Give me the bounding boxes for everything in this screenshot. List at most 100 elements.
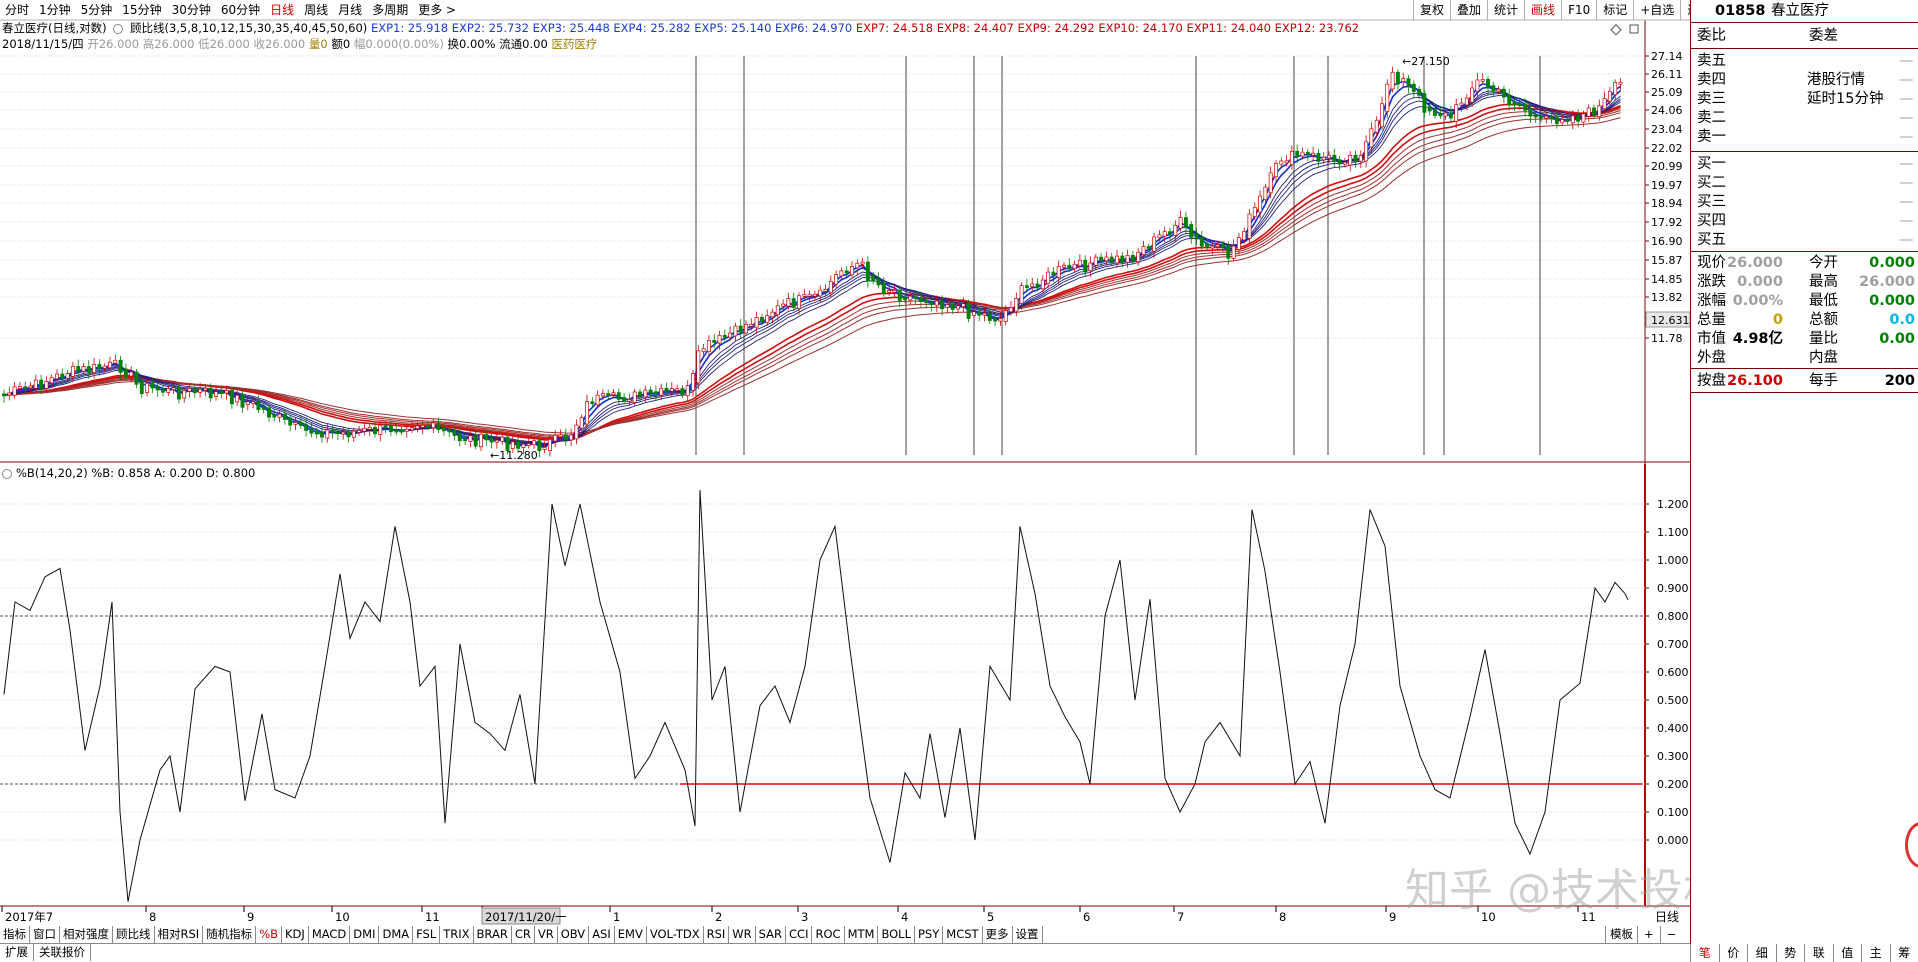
bar-amount: 额0 xyxy=(331,37,351,51)
indicator-tab-17[interactable]: ASI xyxy=(589,926,615,943)
tool-button-0[interactable]: 复权 xyxy=(1413,0,1450,20)
indicator-tab-3[interactable]: 顾比线 xyxy=(113,926,155,943)
indicator-tab-5[interactable]: 随机指标 xyxy=(203,926,257,943)
indicator-tab-11[interactable]: FSL xyxy=(413,926,441,943)
indicator-tab-8[interactable]: MACD xyxy=(309,926,351,943)
quote-tab-5[interactable]: 值 xyxy=(1832,944,1862,962)
indicator-tab-25[interactable]: MTM xyxy=(845,926,879,943)
period-tab-6[interactable]: 日线 xyxy=(270,3,295,17)
tool-button-5[interactable]: 标记 xyxy=(1596,0,1633,20)
ext-tab-0[interactable]: 扩展 xyxy=(0,944,34,961)
bar-amplitude: 幅0.000(0.00%) xyxy=(353,37,444,51)
indicator-tab-28[interactable]: MCST xyxy=(943,926,983,943)
period-tab-9[interactable]: 多周期 xyxy=(372,3,409,17)
stat-value-xj: 26.000 xyxy=(1727,255,1783,271)
indicator-tab-20[interactable]: RSI xyxy=(704,926,730,943)
buy-level-5: 买五 xyxy=(1697,232,1726,248)
quote-tab-0[interactable]: 笔 xyxy=(1690,944,1719,962)
sell-level-value: — xyxy=(1899,91,1914,107)
price-tick: 15.87 xyxy=(1651,254,1683,267)
price-tick: 11.78 xyxy=(1651,332,1683,345)
indicator-settings-icon[interactable] xyxy=(2,468,12,479)
tool-button-1[interactable]: 叠加 xyxy=(1450,0,1487,20)
period-tab-2[interactable]: 5分钟 xyxy=(80,3,113,17)
period-tab-8[interactable]: 月线 xyxy=(338,3,363,17)
stat-value-ms: 200 xyxy=(1884,373,1915,389)
indicator-tab-14[interactable]: CR xyxy=(512,926,535,943)
indicator-tab-23[interactable]: CCI xyxy=(786,926,813,943)
indicator-tab-1[interactable]: 窗口 xyxy=(30,926,60,943)
indicator-tab-4[interactable]: 相对RSI xyxy=(155,926,204,943)
price-tick: 25.09 xyxy=(1651,86,1683,99)
bar-info-line: 2018/11/15/四 开26.000 高26.000 低26.000 收26… xyxy=(2,36,597,52)
period-tab-1[interactable]: 1分钟 xyxy=(39,3,71,17)
sell-level-value: — xyxy=(1899,110,1914,126)
stat-label-sz_label: 市值 xyxy=(1697,331,1726,347)
stat-value-sz: 4.98亿 xyxy=(1732,331,1783,347)
buy-level-value: — xyxy=(1899,232,1914,248)
add-button[interactable]: + xyxy=(1637,926,1660,943)
indicator-tab-29[interactable]: 更多 xyxy=(983,926,1013,943)
stat-label-zl_label: 总量 xyxy=(1697,312,1726,328)
indicator-tab-13[interactable]: BRAR xyxy=(474,926,512,943)
sell-level-4: 卖四 xyxy=(1697,72,1726,88)
indicator-tab-12[interactable]: TRIX xyxy=(440,926,474,943)
osc-tick: 0.500 xyxy=(1657,694,1689,707)
price-tick: 19.97 xyxy=(1651,179,1683,192)
buy-level-1: 买一 xyxy=(1697,156,1726,172)
indicator-tab-22[interactable]: SAR xyxy=(756,926,787,943)
quote-tab-7[interactable]: 筹 xyxy=(1889,944,1918,962)
sell-level-5: 卖五 xyxy=(1697,53,1726,69)
quote-tab-2[interactable]: 细 xyxy=(1747,944,1776,962)
time-tick: 4 xyxy=(901,910,908,924)
osc-tick: 0.800 xyxy=(1657,610,1689,623)
indicator-tab-9[interactable]: DMI xyxy=(350,926,380,943)
indicator-tab-26[interactable]: BOLL xyxy=(878,926,915,943)
quote-tab-3[interactable]: 势 xyxy=(1775,944,1805,962)
osc-tick: 0.200 xyxy=(1657,778,1689,791)
period-tabs: 分时 1分钟 5分钟 15分钟 30分钟 60分钟 日线 周线 月线 多周期 更多 > xyxy=(0,0,1690,20)
indicator-tab-30[interactable]: 设置 xyxy=(1013,926,1043,943)
period-tab-0[interactable]: 分时 xyxy=(5,3,30,17)
stat-value-ap: 26.100 xyxy=(1727,373,1783,389)
indicator-tab-7[interactable]: KDJ xyxy=(282,926,309,943)
stat-value-jk: 0.000 xyxy=(1869,255,1915,271)
osc-tick: 1.200 xyxy=(1657,498,1689,511)
indicator-tab-2[interactable]: 相对强度 xyxy=(60,926,113,943)
stat-value-zd: 0.000 xyxy=(1737,274,1783,290)
buy-level-value: — xyxy=(1899,175,1914,191)
settings-circle-icon[interactable] xyxy=(113,23,124,34)
ext-tab-1[interactable]: 关联报价 xyxy=(34,944,91,961)
sell-level-3: 卖三 xyxy=(1697,91,1726,107)
period-tab-7[interactable]: 周线 xyxy=(304,3,329,17)
period-tab-3[interactable]: 15分钟 xyxy=(122,3,162,17)
quote-tab-1[interactable]: 价 xyxy=(1718,944,1748,962)
quote-tab-6[interactable]: 主 xyxy=(1861,944,1890,962)
period-tab-5[interactable]: 60分钟 xyxy=(220,3,261,17)
template-button[interactable]: 模板 xyxy=(1605,926,1637,943)
stat-label-lb_label: 量比 xyxy=(1809,331,1838,347)
time-tick: 2017年7 xyxy=(5,910,53,924)
indicator-tab-18[interactable]: EMV xyxy=(615,926,647,943)
indicator-tab-15[interactable]: VR xyxy=(535,926,558,943)
indicator-tab-16[interactable]: OBV xyxy=(558,926,590,943)
kline-chart-area[interactable]: 27.14 26.11 25.09 24.06 23.04 22.02 20.99 19.97… xyxy=(0,0,1690,944)
remove-button[interactable]: − xyxy=(1659,926,1683,943)
tool-button-2[interactable]: 统计 xyxy=(1487,0,1524,20)
tool-button-3[interactable]: 画线 xyxy=(1524,0,1561,20)
period-tab-10[interactable]: 更多 > xyxy=(418,3,457,17)
period-tab-4[interactable]: 30分钟 xyxy=(171,3,211,17)
indicator-tab-24[interactable]: ROC xyxy=(812,926,845,943)
price-tick: 14.85 xyxy=(1651,273,1683,286)
indicator-tab-10[interactable]: DMA xyxy=(379,926,414,943)
indicator-tab-27[interactable]: PSY xyxy=(915,926,944,943)
tool-button-4[interactable]: F10 xyxy=(1561,0,1596,20)
bar-date: 2018/11/15/四 xyxy=(2,37,84,51)
indicator-tab-19[interactable]: VOL-TDX xyxy=(647,926,704,943)
quote-tab-4[interactable]: 联 xyxy=(1804,944,1833,962)
indicator-tab-0[interactable]: 指标 xyxy=(0,926,30,943)
buy-level-value: — xyxy=(1899,156,1914,172)
tool-button-6[interactable]: +自选 xyxy=(1633,0,1680,20)
indicator-tab-21[interactable]: WR xyxy=(729,926,756,943)
indicator-tab-6[interactable]: %B xyxy=(256,926,283,943)
